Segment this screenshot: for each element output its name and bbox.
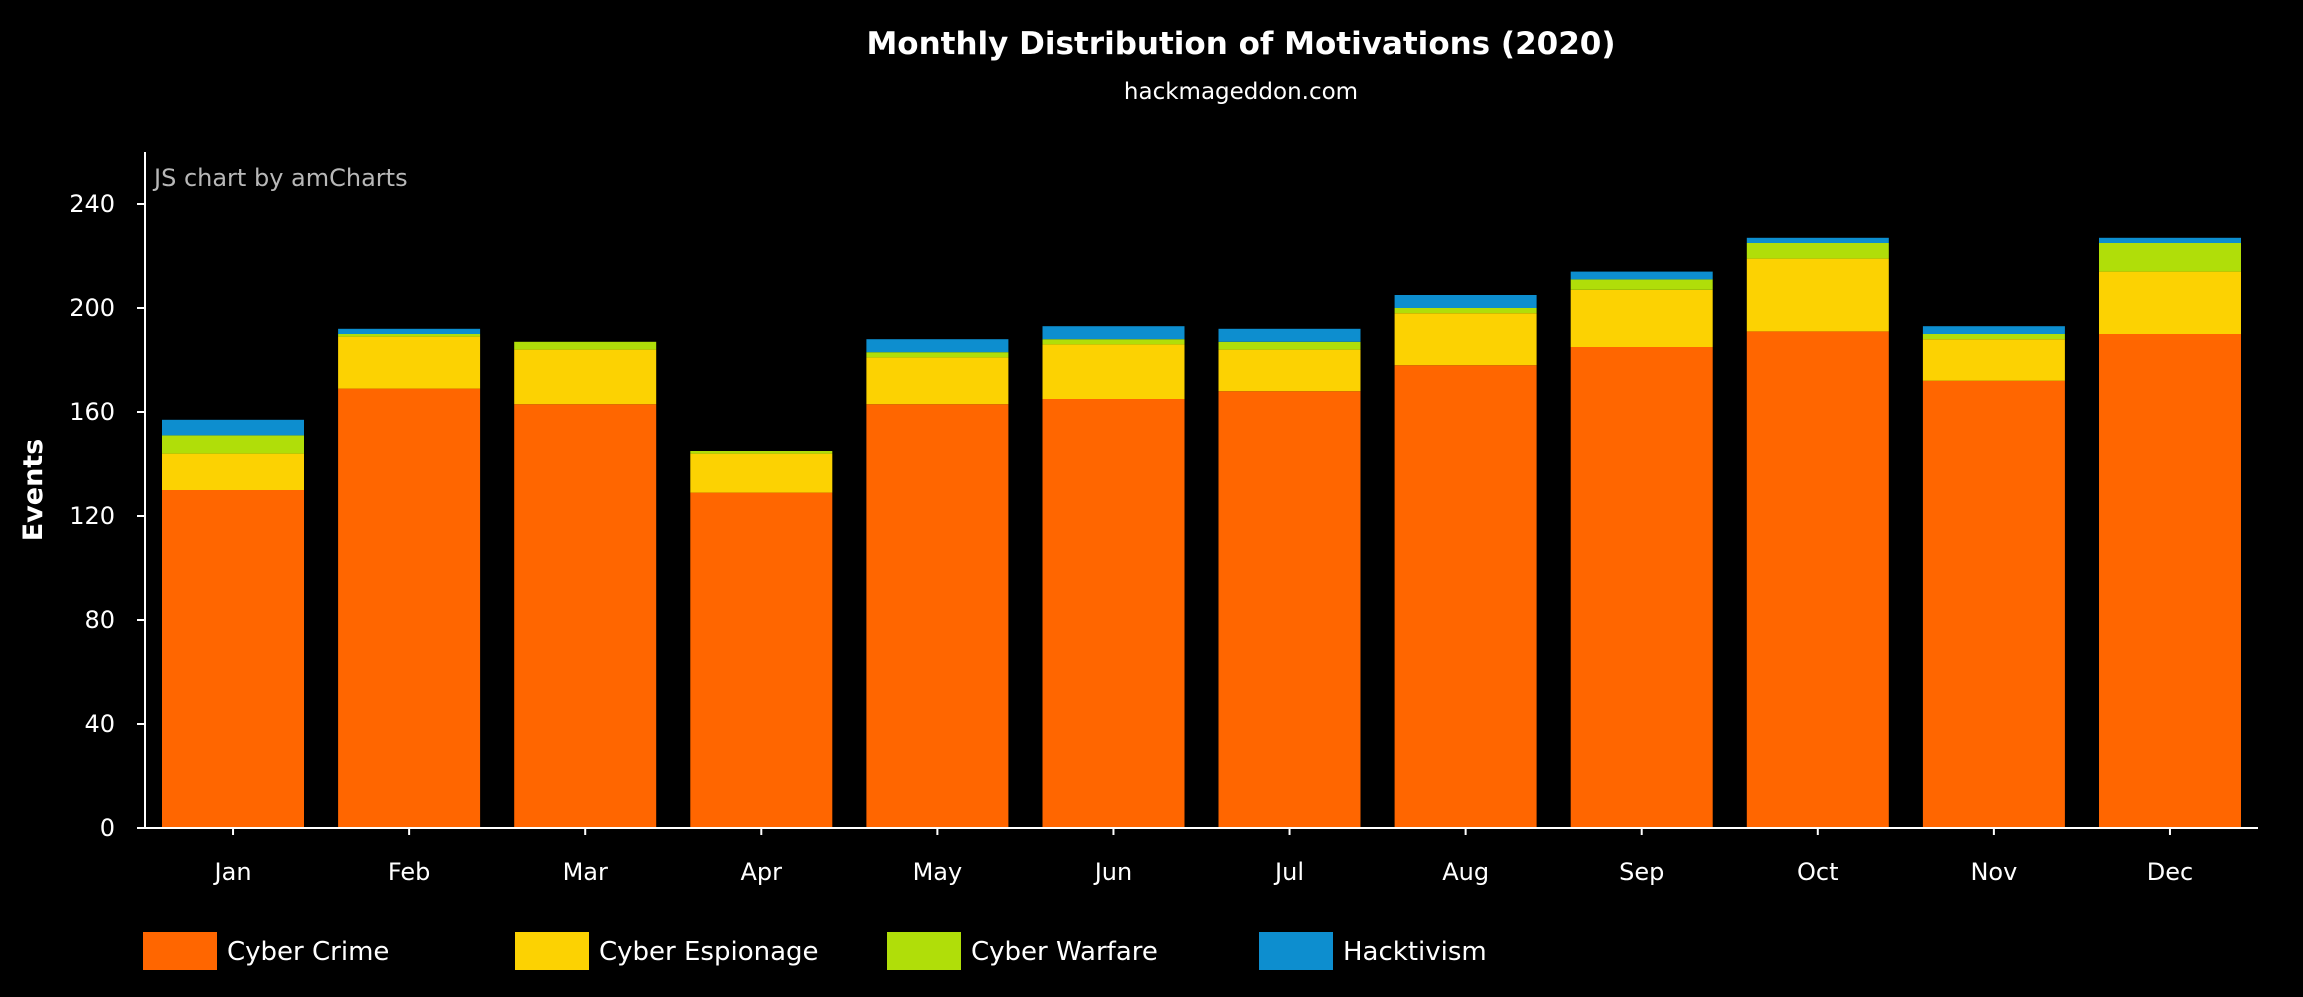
bar-jan-hacktivism[interactable] [162, 419, 304, 436]
bar-oct-cyber-warfare[interactable] [1746, 243, 1889, 259]
bar-nov-cyber-warfare[interactable] [1922, 334, 2065, 340]
bar-may-cyber-crime[interactable] [866, 404, 1009, 828]
x-tick-label-jul: Jul [1273, 858, 1304, 886]
bars-layer [162, 237, 2241, 828]
bar-dec-cyber-warfare[interactable] [2099, 243, 2241, 272]
y-tick-label-200: 200 [69, 294, 115, 322]
bar-jul-cyber-crime[interactable] [1218, 391, 1361, 828]
bar-nov-cyber-espionage[interactable] [1922, 339, 2065, 381]
legend-item-cyber-warfare[interactable]: Cyber Warfare [887, 932, 1158, 970]
bar-dec-cyber-espionage[interactable] [2099, 271, 2241, 334]
bar-mar-cyber-espionage[interactable] [514, 349, 657, 405]
bar-sep-cyber-warfare[interactable] [1570, 279, 1713, 290]
y-axis-title: Events [18, 439, 49, 542]
x-tick-label-aug: Aug [1442, 858, 1489, 886]
bar-nov-cyber-crime[interactable] [1922, 380, 2065, 828]
x-tick-label-apr: Apr [741, 858, 783, 886]
y-tick-label-0: 0 [100, 814, 115, 842]
x-tick-label-may: May [913, 858, 963, 886]
bar-apr-cyber-warfare[interactable] [690, 451, 833, 454]
bar-feb-cyber-espionage[interactable] [338, 336, 481, 389]
bar-aug-cyber-warfare[interactable] [1394, 308, 1537, 314]
axes: Jan Feb Mar Apr May Jun Jul Aug Sep Oct Nov Dec 0 40 8… [69, 152, 2258, 886]
bar-aug-hacktivism[interactable] [1394, 295, 1537, 308]
y-tick-label-40: 40 [84, 710, 115, 738]
x-tick-label-mar: Mar [563, 858, 608, 886]
chart-title: Monthly Distribution of Motivations (202… [866, 26, 1615, 62]
y-tick-label-80: 80 [84, 606, 115, 634]
bar-may-cyber-warfare[interactable] [866, 352, 1009, 358]
y-tick-label-160: 160 [69, 398, 115, 426]
bar-sep-cyber-espionage[interactable] [1570, 289, 1713, 347]
legend-label-cyber-espionage: Cyber Espionage [599, 937, 819, 967]
bar-apr-cyber-espionage[interactable] [690, 453, 833, 493]
bar-mar-cyber-crime[interactable] [514, 404, 657, 828]
legend-swatch-cyber-crime [143, 932, 217, 970]
legend-label-cyber-crime: Cyber Crime [227, 937, 389, 967]
bar-aug-cyber-crime[interactable] [1394, 365, 1537, 828]
bar-jul-cyber-warfare[interactable] [1218, 341, 1361, 350]
y-tick-label-120: 120 [69, 502, 115, 530]
legend: Cyber Crime Cyber Espionage Cyber Warfare H… [143, 932, 1487, 970]
bar-jun-cyber-espionage[interactable] [1042, 344, 1185, 399]
x-tick-label-dec: Dec [2147, 858, 2193, 886]
legend-swatch-cyber-warfare [887, 932, 961, 970]
bar-jan-cyber-crime[interactable] [162, 490, 304, 828]
bar-sep-hacktivism[interactable] [1570, 271, 1713, 280]
y-tick-label-240: 240 [69, 190, 115, 218]
bar-oct-cyber-espionage[interactable] [1746, 258, 1889, 332]
bar-feb-cyber-crime[interactable] [338, 388, 481, 828]
legend-label-hacktivism: Hacktivism [1343, 937, 1487, 967]
bar-mar-cyber-warfare[interactable] [514, 341, 657, 350]
bar-sep-cyber-crime[interactable] [1570, 347, 1713, 828]
legend-label-cyber-warfare: Cyber Warfare [971, 937, 1158, 967]
x-tick-label-jan: Jan [213, 858, 252, 886]
bar-dec-cyber-crime[interactable] [2099, 334, 2241, 828]
bar-feb-cyber-warfare[interactable] [338, 334, 481, 337]
x-tick-label-sep: Sep [1619, 858, 1664, 886]
bar-jul-hacktivism[interactable] [1218, 328, 1361, 342]
bar-oct-cyber-crime[interactable] [1746, 331, 1889, 828]
bar-jun-hacktivism[interactable] [1042, 326, 1185, 340]
x-tick-label-nov: Nov [1970, 858, 2017, 886]
x-tick-label-jun: Jun [1093, 858, 1133, 886]
legend-item-cyber-espionage[interactable]: Cyber Espionage [515, 932, 819, 970]
legend-swatch-cyber-espionage [515, 932, 589, 970]
bar-may-cyber-espionage[interactable] [866, 357, 1009, 405]
chart-subtitle: hackmageddon.com [1124, 79, 1358, 105]
bar-jan-cyber-warfare[interactable] [162, 435, 304, 454]
bar-oct-hacktivism[interactable] [1746, 237, 1889, 243]
bar-nov-hacktivism[interactable] [1922, 326, 2065, 334]
x-tick-label-feb: Feb [388, 858, 431, 886]
bar-jun-cyber-warfare[interactable] [1042, 339, 1185, 345]
legend-item-hacktivism[interactable]: Hacktivism [1259, 932, 1487, 970]
bar-jun-cyber-crime[interactable] [1042, 399, 1185, 828]
bar-feb-hacktivism[interactable] [338, 328, 481, 334]
bar-jul-cyber-espionage[interactable] [1218, 349, 1361, 392]
bar-aug-cyber-espionage[interactable] [1394, 313, 1537, 366]
bar-may-hacktivism[interactable] [866, 339, 1009, 353]
bar-jan-cyber-espionage[interactable] [162, 453, 304, 490]
legend-item-cyber-crime[interactable]: Cyber Crime [143, 932, 389, 970]
bar-dec-hacktivism[interactable] [2099, 237, 2241, 243]
bar-apr-cyber-crime[interactable] [690, 492, 833, 828]
chart-credit[interactable]: JS chart by amCharts [152, 164, 408, 192]
x-tick-label-oct: Oct [1797, 858, 1839, 886]
legend-swatch-hacktivism [1259, 932, 1333, 970]
